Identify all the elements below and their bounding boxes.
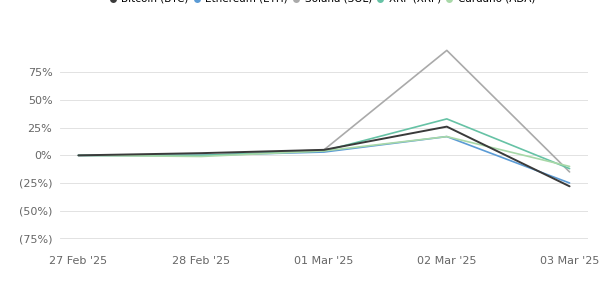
Cardano (ADA) <box>566 165 573 168</box>
Bitcoin (BTC) <box>75 154 82 157</box>
Solana (SOL) <box>443 49 451 52</box>
Ethereum (ETH) <box>443 135 451 138</box>
Line: Ethereum (ETH): Ethereum (ETH) <box>79 136 569 183</box>
Bitcoin (BTC) <box>443 125 451 128</box>
XRP (XRP) <box>566 167 573 170</box>
Solana (SOL) <box>320 148 328 152</box>
Ethereum (ETH) <box>75 154 82 157</box>
XRP (XRP) <box>320 149 328 153</box>
Solana (SOL) <box>197 154 205 157</box>
XRP (XRP) <box>197 154 205 157</box>
Cardano (ADA) <box>75 154 82 157</box>
Bitcoin (BTC) <box>197 152 205 155</box>
Line: XRP (XRP): XRP (XRP) <box>79 119 569 169</box>
Legend: Bitcoin (BTC), Ethereum (ETH), Solana (SOL), XRP (XRP), Cardano (ADA): Bitcoin (BTC), Ethereum (ETH), Solana (S… <box>109 0 539 8</box>
XRP (XRP) <box>75 154 82 157</box>
Solana (SOL) <box>75 154 82 157</box>
Ethereum (ETH) <box>320 150 328 154</box>
Ethereum (ETH) <box>566 181 573 185</box>
XRP (XRP) <box>443 117 451 121</box>
Line: Bitcoin (BTC): Bitcoin (BTC) <box>79 127 569 186</box>
Bitcoin (BTC) <box>320 148 328 152</box>
Solana (SOL) <box>566 170 573 174</box>
Bitcoin (BTC) <box>566 184 573 188</box>
Cardano (ADA) <box>197 155 205 158</box>
Cardano (ADA) <box>320 149 328 153</box>
Cardano (ADA) <box>443 135 451 138</box>
Line: Solana (SOL): Solana (SOL) <box>79 50 569 172</box>
Ethereum (ETH) <box>197 154 205 157</box>
Line: Cardano (ADA): Cardano (ADA) <box>79 136 569 166</box>
